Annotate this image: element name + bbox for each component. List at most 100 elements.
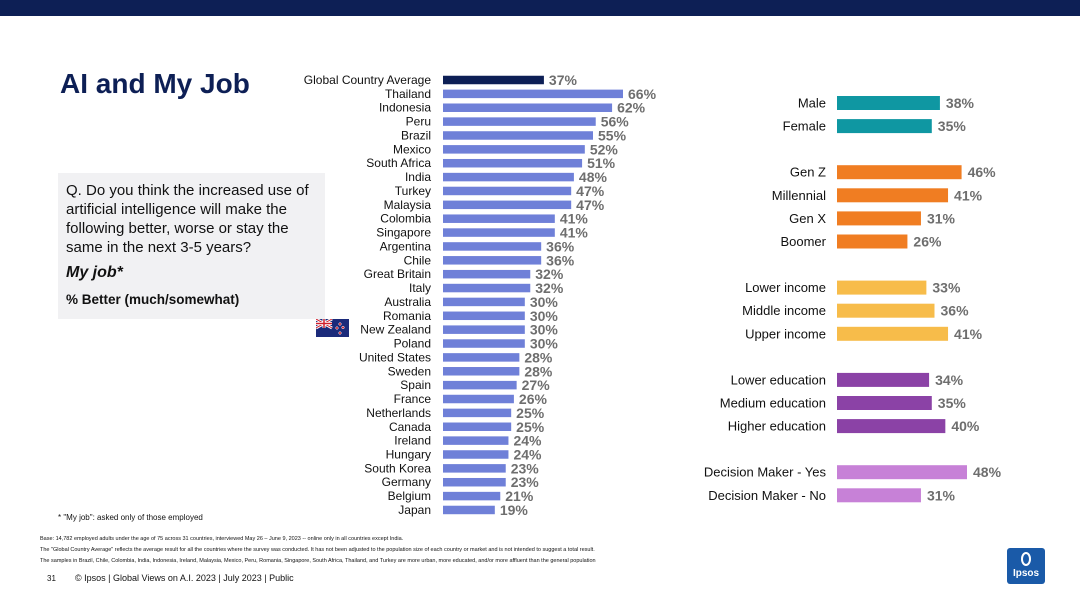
country-value-belgium: 21% <box>505 488 534 504</box>
group-label-lower-education: Lower education <box>731 372 826 387</box>
country-label-italy: Italy <box>409 281 431 295</box>
group-bar-millennial <box>837 188 949 203</box>
group-label-decision-maker-yes: Decision Maker - Yes <box>704 465 827 480</box>
group-value-female: 35% <box>938 118 967 134</box>
country-label-new-zealand: New Zealand <box>360 323 431 337</box>
country-value-united-states: 28% <box>524 349 553 365</box>
country-value-indonesia: 62% <box>617 100 646 116</box>
country-value-south-africa: 51% <box>587 155 616 171</box>
country-bar-india <box>443 172 574 182</box>
group-bar-decision-maker-no <box>837 488 921 503</box>
country-bar-indonesia <box>443 103 613 112</box>
country-label-peru: Peru <box>406 115 431 129</box>
country-value-poland: 30% <box>530 336 559 352</box>
country-bar-spain <box>443 380 517 390</box>
country-value-italy: 32% <box>535 280 564 296</box>
country-value-france: 26% <box>519 391 548 407</box>
country-value-india: 48% <box>579 169 608 185</box>
country-bar-sweden <box>443 367 520 376</box>
country-value-south-korea: 23% <box>511 460 540 476</box>
group-bar-male <box>837 96 940 110</box>
country-value-malaysia: 47% <box>576 197 605 213</box>
group-bar-lower-education <box>837 372 930 387</box>
country-bar-brazil <box>443 131 593 140</box>
country-label-australia: Australia <box>384 295 431 309</box>
country-value-netherlands: 25% <box>516 405 545 421</box>
country-label-hungary: Hungary <box>386 447 431 461</box>
group-bar-decision-maker-yes <box>837 465 967 480</box>
group-label-medium-education: Medium education <box>720 396 826 411</box>
country-value-brazil: 55% <box>598 127 627 143</box>
country-label-turkey: Turkey <box>395 184 431 198</box>
group-label-higher-education: Higher education <box>728 419 826 434</box>
demographic-bar-chart: Male 38% Female 35% Gen Z 46% Millennial 41% Gen… <box>704 95 1002 503</box>
page-number: 31 <box>47 574 56 583</box>
country-value-hungary: 24% <box>513 446 542 462</box>
country-bar-ireland <box>443 436 509 445</box>
country-label-ireland: Ireland <box>394 434 431 448</box>
country-bar-australia <box>443 297 525 307</box>
ipsos-logo-text: Ipsos <box>1012 568 1040 579</box>
group-label-millennial: Millennial <box>772 188 826 203</box>
group-label-upper-income: Upper income <box>745 326 826 341</box>
country-bar-chart: Global Country Average 37% Thailand 66% Indo… <box>304 72 657 518</box>
country-bar-south-korea <box>443 464 506 473</box>
country-label-india: India <box>405 170 431 184</box>
country-label-belgium: Belgium <box>388 489 431 503</box>
group-label-gen-z: Gen Z <box>790 165 826 180</box>
country-label-sweden: Sweden <box>388 364 431 378</box>
country-bar-united-states <box>443 353 520 362</box>
country-bar-mexico <box>443 145 585 154</box>
country-value-germany: 23% <box>511 474 540 490</box>
country-label-brazil: Brazil <box>401 128 431 142</box>
group-bar-gen-x <box>837 211 921 226</box>
country-bar-south-africa <box>443 158 583 168</box>
country-bar-chile <box>443 256 542 265</box>
country-value-peru: 56% <box>601 114 630 130</box>
ipsos-logo-mark <box>1021 552 1031 566</box>
country-label-thailand: Thailand <box>385 87 431 101</box>
country-bar-singapore <box>443 228 555 237</box>
country-label-poland: Poland <box>394 337 431 351</box>
country-bar-netherlands <box>443 408 512 418</box>
country-bar-turkey <box>443 186 572 196</box>
country-bar-peru <box>443 117 596 126</box>
country-label-mexico: Mexico <box>393 142 431 156</box>
country-label-south-africa: South Africa <box>366 156 431 170</box>
group-value-higher-education: 40% <box>951 418 980 434</box>
group-label-male: Male <box>798 96 826 111</box>
group-value-gen-z: 46% <box>968 164 997 180</box>
country-label-argentina: Argentina <box>380 239 432 253</box>
group-value-boomer: 26% <box>913 234 942 250</box>
group-value-middle-income: 36% <box>941 303 970 319</box>
copyright: © Ipsos | Global Views on A.I. 2023 | Ju… <box>75 573 294 583</box>
country-label-colombia: Colombia <box>380 212 431 226</box>
group-label-female: Female <box>783 119 826 134</box>
country-value-chile: 36% <box>546 252 575 268</box>
country-label-global-country-average: Global Country Average <box>304 73 432 87</box>
base-note-1: Base: 14,782 employed adults under the a… <box>40 536 404 542</box>
country-bar-romania <box>443 311 525 321</box>
country-bar-hungary <box>443 450 509 459</box>
country-value-argentina: 36% <box>546 238 575 254</box>
group-bar-gen-z <box>837 165 962 180</box>
country-bar-germany <box>443 477 506 487</box>
question-item: My job* <box>66 264 123 281</box>
group-bar-middle-income <box>837 303 935 318</box>
country-bar-belgium <box>443 491 501 501</box>
country-value-spain: 27% <box>522 377 551 393</box>
base-note-2: The "Global Country Average" reflects th… <box>40 547 595 553</box>
group-label-gen-x: Gen X <box>789 211 826 226</box>
footnote: * "My job": asked only of those employed <box>58 513 203 522</box>
country-label-singapore: Singapore <box>376 226 431 240</box>
country-bar-japan <box>443 505 495 515</box>
country-label-netherlands: Netherlands <box>366 406 431 420</box>
country-label-canada: Canada <box>389 420 431 434</box>
country-label-united-states: United States <box>359 350 431 364</box>
group-label-middle-income: Middle income <box>742 303 826 318</box>
country-label-chile: Chile <box>404 253 432 267</box>
country-bar-argentina <box>443 242 542 251</box>
base-note-3: The samples in Brazil, Chile, Colombia, … <box>40 558 596 564</box>
group-bar-lower-income <box>837 280 927 295</box>
group-value-lower-education: 34% <box>935 372 964 388</box>
